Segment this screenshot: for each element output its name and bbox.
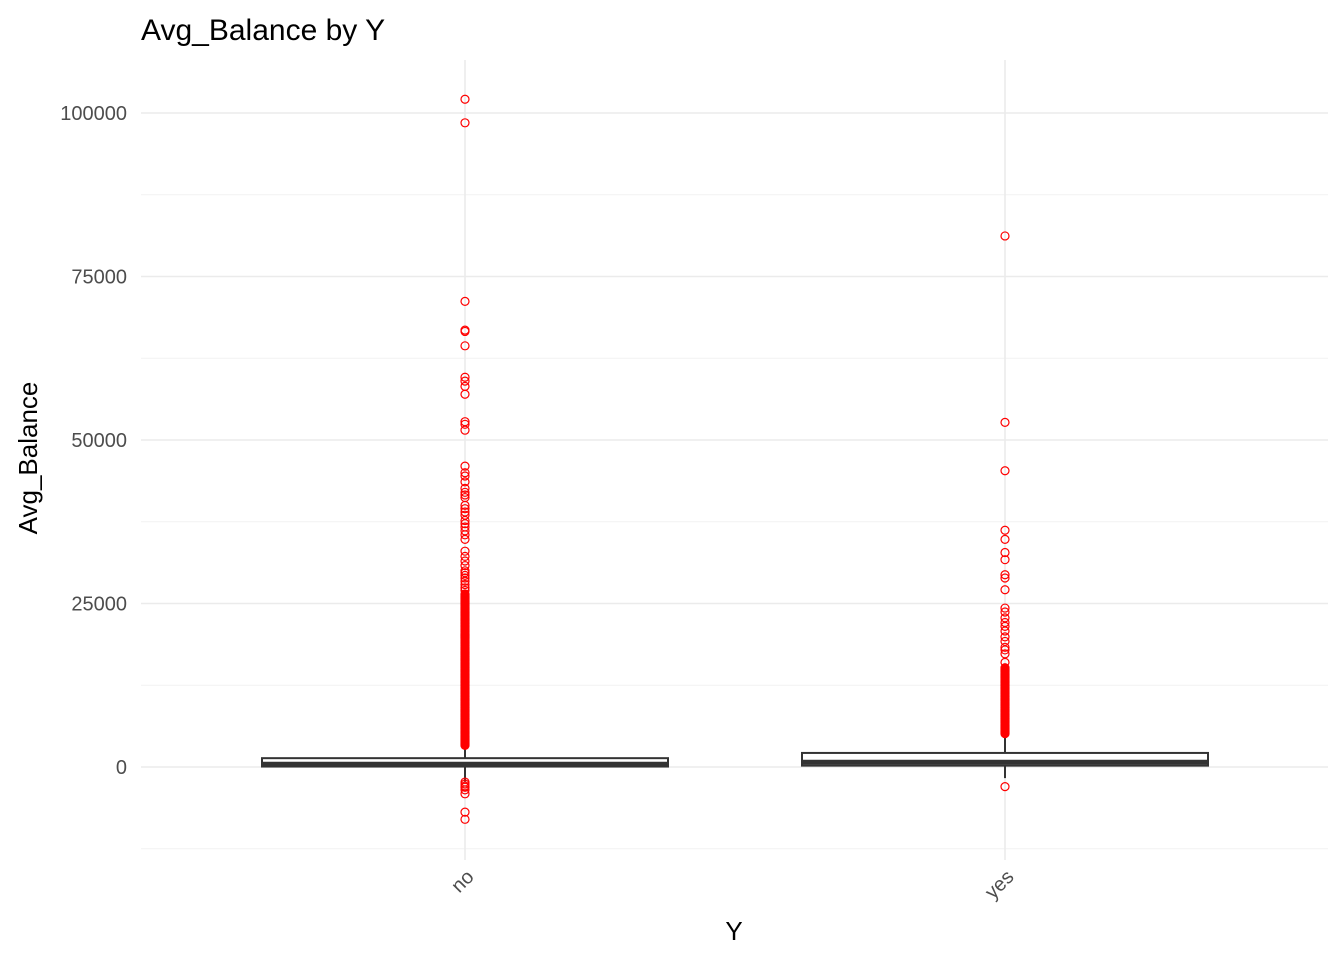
outlier-point [460,589,470,599]
outlier-point [1000,645,1010,655]
outlier-point [460,389,470,399]
outlier-point [1000,555,1010,565]
outlier-point [460,519,470,529]
x-tick-label: no [447,866,478,897]
outlier-point [460,490,470,500]
outlier-point [1000,603,1010,613]
y-axis-ticks: 0 25000 50000 75000 100000 [60,103,127,779]
outlier-point [460,579,470,590]
outlier-point [1000,466,1010,476]
outlier-point [460,585,470,596]
outlier-point [1000,607,1010,617]
outlier-point [460,534,470,545]
outlier-point [460,487,470,497]
y-tick-label: 50000 [71,430,127,452]
y-axis-title: Avg_Balance [13,382,43,535]
x-tick-label: yes [981,866,1019,904]
outlier-point [460,326,470,337]
outlier-point [460,425,470,435]
outlier-point [460,583,470,593]
outlier-point [460,461,470,471]
outlier-point [460,483,470,493]
outlier-point [460,341,470,351]
outlier-point [1000,657,1010,667]
box-no [261,94,669,824]
outlier-point [460,785,470,795]
outlier-point [460,807,470,817]
outlier-point [460,546,470,556]
outlier-point [460,560,470,571]
outlier-point [460,556,470,566]
outlier-point [460,789,470,799]
y-tick-label: 0 [116,757,127,779]
outlier-point [1000,573,1010,583]
outlier-point [460,376,470,386]
outlier-point [460,477,470,487]
outlier-point [460,471,470,481]
outlier-point [460,515,470,526]
outlier-point [460,118,470,128]
y-tick-label: 100000 [60,103,127,125]
outlier-point [460,419,470,429]
outlier-point [1000,782,1010,792]
outlier-point [460,814,470,824]
outlier-point [460,530,470,540]
y-tick-label: 75000 [71,267,127,289]
outlier-point [1000,642,1010,652]
outlier-point [1000,632,1010,642]
outlier-point [1000,231,1010,241]
outlier-point [460,782,470,792]
outlier-point [1000,626,1010,636]
outlier-point [460,576,470,586]
grid-lines [141,60,1328,860]
outlier-point [1000,417,1010,427]
outlier-point [460,573,470,583]
outlier-point [460,468,470,478]
outlier-point [460,296,470,306]
outlier-point [460,94,470,104]
outlier-point [460,570,470,580]
outlier-point [1000,525,1010,535]
outlier-point [460,551,470,562]
y-tick-label: 25000 [71,594,127,616]
outlier-point [1000,570,1010,580]
outlier-point [460,372,470,382]
outlier-point [1000,585,1010,595]
outlier-point [460,504,470,514]
outlier-point [1000,621,1010,631]
outlier-point [1000,547,1010,558]
chart-title: Avg_Balance by Y [141,14,385,47]
outlier-point [460,500,470,510]
x-axis-title: Y [725,916,742,946]
box-series [261,94,1209,824]
outlier-point [1000,663,1010,673]
x-axis-ticks: no yes [447,866,1018,904]
outlier-point [1000,534,1010,545]
box-yes [801,231,1209,792]
